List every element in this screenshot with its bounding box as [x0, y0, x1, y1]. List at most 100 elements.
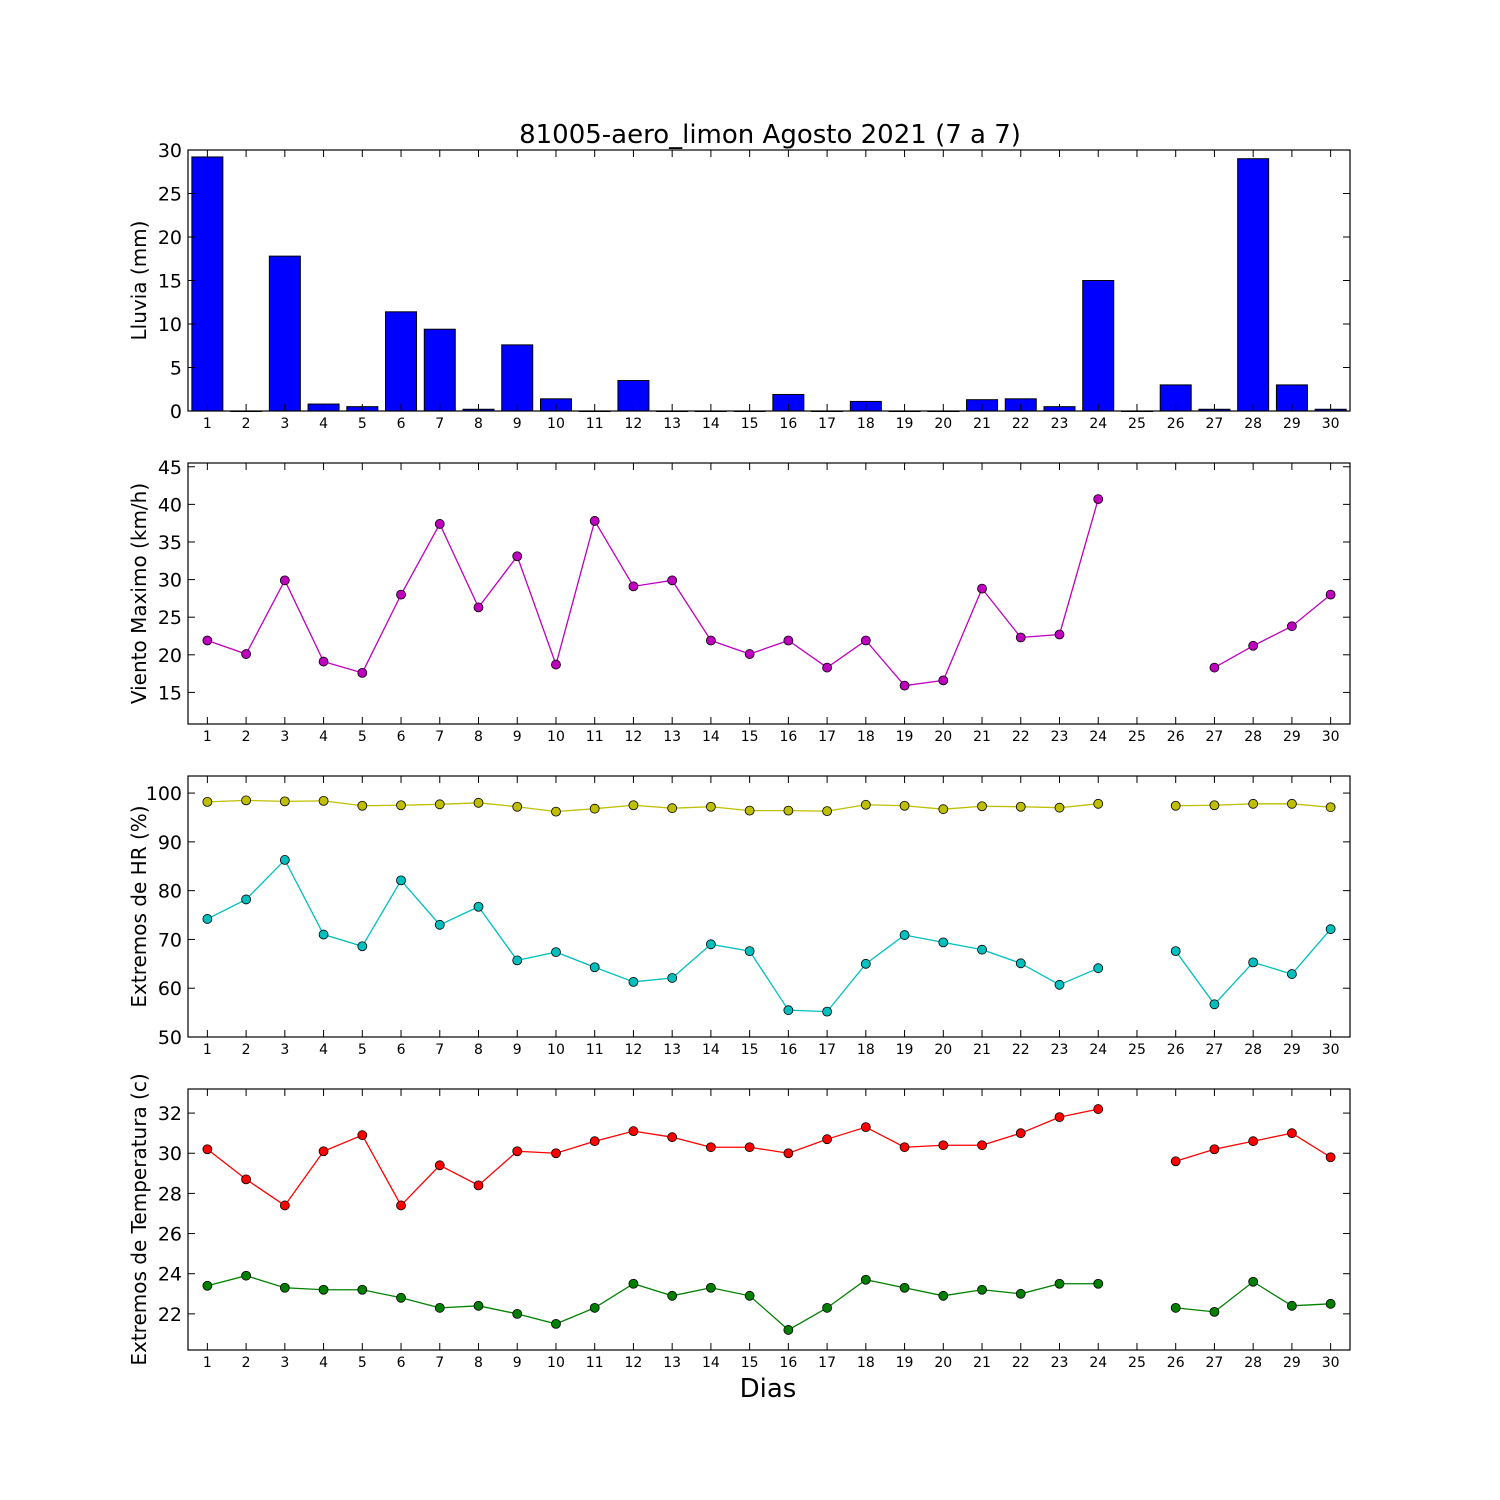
hr-series-0-point-day-4: [318, 795, 329, 806]
temp-series-1-point-day-18: [860, 1274, 871, 1285]
temp-xtick-label-25: 25: [1128, 1355, 1146, 1371]
hr-series-0-point-day-10: [551, 806, 561, 817]
hr-series-0-point-day-16: [783, 805, 794, 816]
hr-series-1-point-day-7: [434, 919, 445, 930]
viento-axes-frame: [187, 462, 1351, 725]
temp-xtick-label-15: 15: [741, 1355, 759, 1371]
temp-series-1-point-day-15: [744, 1290, 755, 1301]
hr-series-0-point-day-9: [512, 801, 523, 812]
hr-series-1-point-day-9: [512, 955, 523, 966]
temp-series-0-point-day-10: [551, 1148, 561, 1159]
temp-series-1-point-day-22: [1015, 1288, 1026, 1299]
temp-xtick-label-8: 8: [474, 1355, 483, 1371]
hr-series-0-point-day-21: [977, 801, 987, 812]
hr-series-1-point-day-1: [202, 914, 213, 924]
temp-series-0-point-day-23: [1054, 1112, 1065, 1123]
viento-series-0-point-day-29: [1287, 621, 1297, 632]
viento-ytick-label: 40: [158, 494, 182, 516]
hr-series-0-line-0: [207, 799, 1099, 813]
temp-series-0-point-day-27: [1209, 1144, 1220, 1155]
hr-series-0-point-day-2: [241, 795, 252, 806]
temp-series-0-point-day-20: [938, 1140, 949, 1151]
hr-xtick-label-3: 3: [280, 1042, 289, 1058]
temp-series-1-point-day-10: [551, 1319, 561, 1329]
lluvia-xtick-label-20: 20: [934, 416, 952, 432]
temp-xtick-label-27: 27: [1206, 1355, 1224, 1371]
temp-y-axis-label: Extremos de Temperatura (c): [127, 1073, 151, 1365]
lluvia-xtick-label-1: 1: [203, 416, 212, 432]
viento-series-0-point-day-10: [551, 659, 561, 670]
lluvia-ytick-label: 20: [158, 227, 182, 249]
lluvia-xtick-label-17: 17: [818, 416, 836, 432]
temp-series-1-point-day-14: [706, 1282, 716, 1293]
temp-series-0-point-day-14: [706, 1142, 716, 1153]
hr-series-0-point-day-23: [1054, 802, 1065, 813]
viento-series-0-point-day-3: [279, 575, 290, 586]
hr-series-1-point-day-15: [744, 946, 755, 957]
temp-series-1-point-day-24: [1093, 1278, 1104, 1289]
viento-series-0-line-1: [1214, 594, 1332, 669]
viento-xtick-label-7: 7: [435, 729, 444, 745]
temp-series-1-point-day-9: [512, 1308, 523, 1319]
lluvia-xtick-label-14: 14: [702, 416, 720, 432]
viento-xtick-label-2: 2: [242, 729, 251, 745]
temp-series-0-point-day-11: [589, 1136, 600, 1147]
viento-xtick-label-18: 18: [857, 729, 875, 745]
lluvia-xtick-label-26: 26: [1167, 416, 1185, 432]
temp-xtick-label-11: 11: [586, 1355, 604, 1371]
temp-series-0-point-day-3: [279, 1200, 290, 1211]
temp-xtick-label-20: 20: [934, 1355, 952, 1371]
hr-series-1-point-day-12: [628, 976, 639, 987]
hr-xtick-label-30: 30: [1322, 1042, 1340, 1058]
viento-xtick-label-13: 13: [663, 729, 681, 745]
hr-series-1-point-day-5: [357, 941, 368, 952]
lluvia-xtick-label-27: 27: [1206, 416, 1224, 432]
hr-series-0-point-day-5: [357, 800, 368, 811]
viento-xtick-label-9: 9: [513, 729, 522, 745]
lluvia-xtick-label-16: 16: [779, 416, 797, 432]
hr-series-0-point-day-18: [860, 799, 871, 810]
viento-xtick-label-1: 1: [203, 729, 212, 745]
hr-xtick-label-11: 11: [586, 1042, 604, 1058]
temp-series-1-point-day-23: [1054, 1278, 1065, 1289]
hr-series-0-point-day-1: [202, 796, 213, 807]
viento-xtick-label-25: 25: [1128, 729, 1146, 745]
hr-xtick-label-27: 27: [1206, 1042, 1224, 1058]
hr-xtick-label-28: 28: [1244, 1042, 1262, 1058]
hr-series-0-point-day-20: [938, 804, 949, 815]
hr-xtick-label-14: 14: [702, 1042, 720, 1058]
temp-ytick-label: 22: [158, 1304, 182, 1326]
temp-series-1-point-day-16: [783, 1325, 794, 1335]
lluvia-ytick-label: 10: [158, 314, 182, 336]
hr-xtick-label-17: 17: [818, 1042, 836, 1058]
hr-series-0-point-day-27: [1209, 800, 1220, 811]
temp-xtick-label-14: 14: [702, 1355, 720, 1371]
temp-ytick-label: 24: [158, 1264, 182, 1286]
lluvia-xtick-label-10: 10: [547, 416, 565, 432]
lluvia-xtick-label-6: 6: [397, 416, 406, 432]
hr-series-1-point-day-26: [1170, 946, 1181, 957]
lluvia-ytick-label: 30: [158, 140, 182, 162]
lluvia-xtick-label-2: 2: [242, 416, 251, 432]
hr-xtick-label-5: 5: [358, 1042, 367, 1058]
hr-axes-frame: [187, 775, 1351, 1038]
viento-xtick-label-8: 8: [474, 729, 483, 745]
temp-series-1-point-day-26: [1170, 1302, 1181, 1313]
chart-title: 81005-aero_limon Agosto 2021 (7 a 7): [519, 120, 1021, 150]
hr-series-0-point-day-15: [744, 805, 755, 816]
viento-xtick-label-21: 21: [973, 729, 991, 745]
temp-series-0-point-day-15: [744, 1142, 755, 1153]
temp-series-0-point-day-12: [628, 1126, 639, 1137]
viento-series-0-point-day-8: [473, 602, 484, 613]
hr-series-1-point-day-23: [1054, 979, 1065, 990]
temp-xtick-label-28: 28: [1244, 1355, 1262, 1371]
temp-series-1-point-day-7: [434, 1302, 445, 1313]
temp-series-0-point-day-21: [977, 1140, 987, 1151]
hr-xtick-label-20: 20: [934, 1042, 952, 1058]
hr-series-0-point-day-13: [667, 803, 678, 814]
viento-ytick-label: 30: [158, 570, 182, 592]
temp-series-1-point-day-8: [473, 1300, 484, 1311]
